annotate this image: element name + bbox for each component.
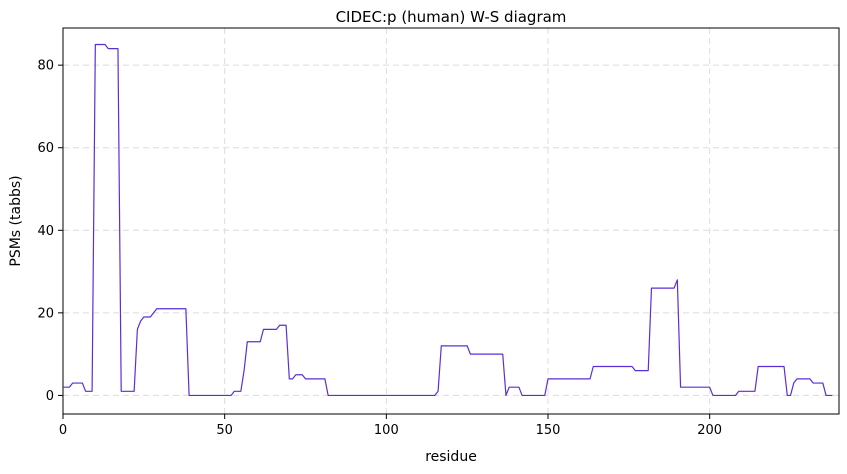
x-axis-ticks: 0 50 100 150 200: [59, 414, 722, 438]
y-tick-label: 80: [37, 59, 54, 74]
y-tick-label: 40: [37, 224, 54, 239]
plot-frame: [62, 27, 840, 415]
series-line: [63, 43, 833, 397]
y-tick-label: 60: [37, 141, 54, 156]
x-tick-label: 0: [59, 423, 67, 438]
y-axis-label: PSMs (tabbs): [8, 175, 24, 266]
y-tick-label: 0: [46, 389, 54, 404]
grid: [62, 28, 839, 414]
x-tick-label: 100: [374, 423, 399, 438]
x-axis-label: residue: [425, 449, 477, 465]
series-group: [63, 43, 833, 397]
y-tick-label: 20: [37, 306, 54, 321]
x-tick-label: 200: [697, 423, 722, 438]
chart-title: CIDEC:p (human) W-S diagram: [336, 8, 567, 26]
y-axis-ticks: 0 20 40 60 80: [37, 59, 63, 404]
x-tick-label: 50: [216, 423, 233, 438]
x-tick-label: 150: [536, 423, 561, 438]
